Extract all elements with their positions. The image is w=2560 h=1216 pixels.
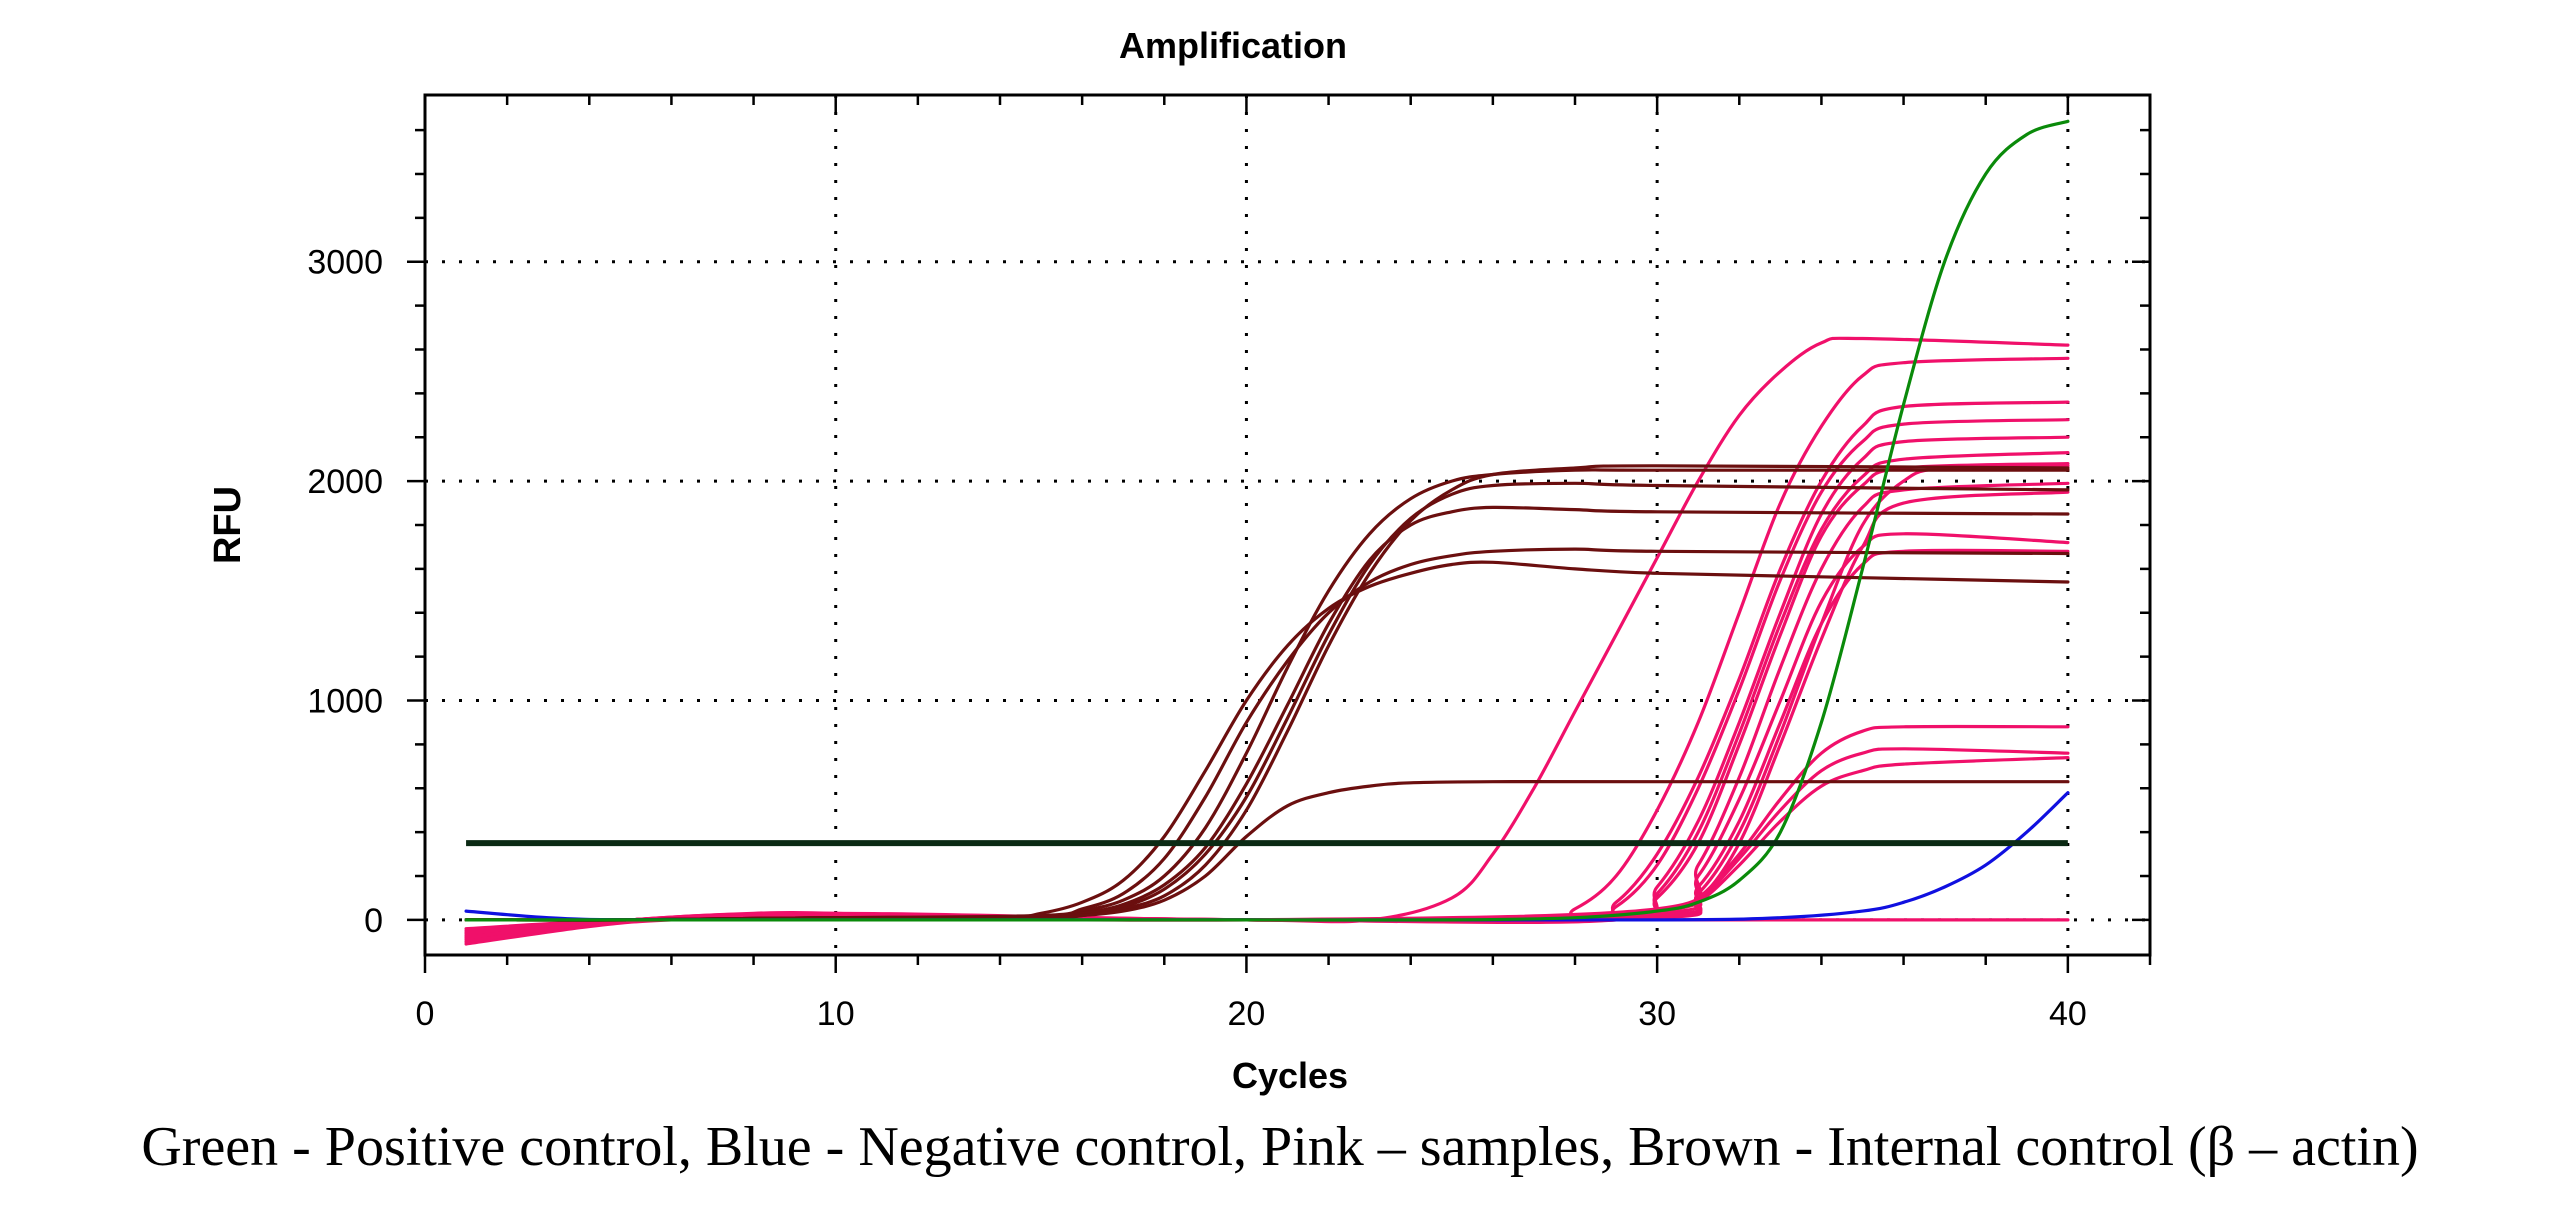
x-tick-label: 40 (2049, 995, 2087, 1033)
axis-ticks (407, 95, 2152, 973)
sample-curve (464, 451, 2070, 944)
amplification-chart: Amplification RFU Cycles 0 10 20 30 40 0 1000 2… (207, 25, 2152, 1096)
y-tick-label: 0 (364, 902, 383, 940)
y-tick-label: 2000 (307, 463, 383, 501)
sample-curve (464, 356, 2070, 935)
plot-frame (423, 93, 2152, 957)
internal-curve (464, 560, 2070, 922)
y-tick-label: 3000 (307, 244, 383, 282)
sample-curve (464, 532, 2070, 937)
series-lines (464, 119, 2070, 946)
sample-curve (464, 418, 2070, 937)
positive-curve (464, 119, 2070, 922)
internal-curve (464, 464, 2070, 922)
x-tick-label: 30 (1638, 995, 1676, 1033)
x-tick-label: 20 (1228, 995, 1266, 1033)
x-tick-label: 10 (817, 995, 855, 1033)
negative-curve (464, 791, 2070, 922)
chart-title: Amplification (1119, 25, 1347, 66)
tick-labels: 0 10 20 30 40 0 1000 2000 3000 (307, 244, 2086, 1033)
y-axis-label: RFU (207, 486, 249, 564)
gridlines (425, 95, 2150, 955)
y-tick-label: 1000 (307, 683, 383, 721)
internal-curve (464, 468, 2070, 922)
x-axis-label: Cycles (1232, 1055, 1348, 1096)
sample-curve (464, 336, 2070, 946)
internal-curve (464, 780, 2070, 922)
figure-caption: Green - Positive control, Blue - Negativ… (141, 1116, 2419, 1178)
x-tick-label: 0 (416, 995, 435, 1033)
